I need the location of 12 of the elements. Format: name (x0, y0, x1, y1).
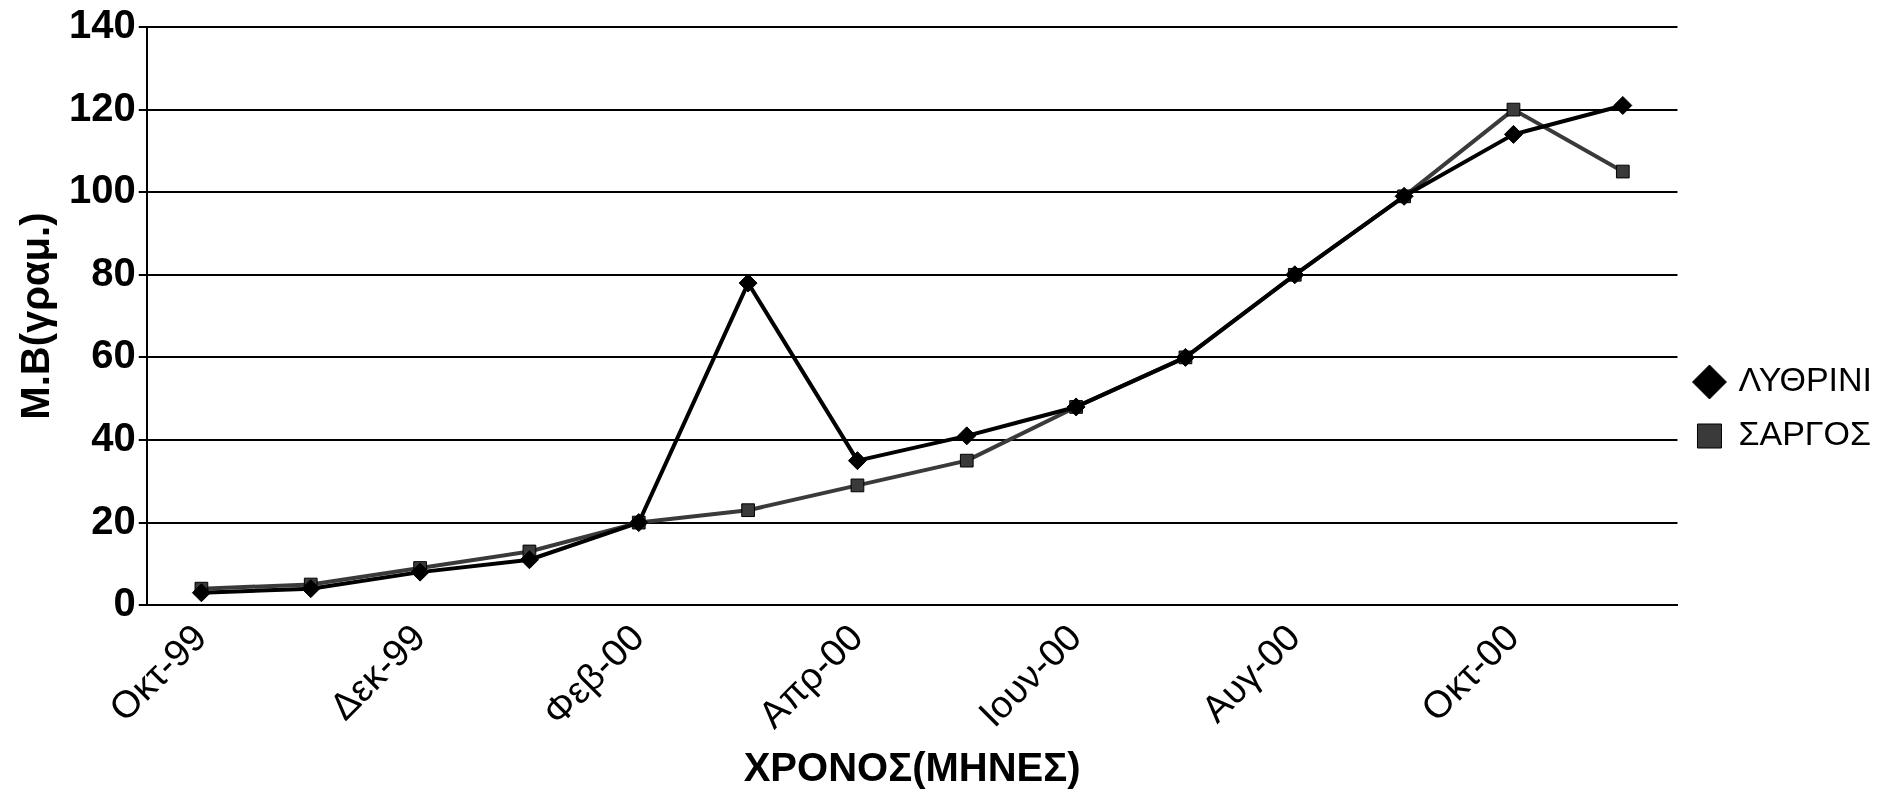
legend-label: ΛΥΘΡΙΝΙ (1738, 360, 1872, 399)
y-tick-label: 20 (91, 497, 136, 542)
legend-label: ΣΑΡΓΟΣ (1738, 414, 1872, 453)
y-tick-label: 140 (68, 2, 136, 47)
y-tick-label: 80 (91, 249, 136, 294)
y-tick-label: 120 (68, 84, 136, 129)
y-tick-label: 60 (91, 332, 136, 377)
y-tick-label: 100 (68, 167, 136, 212)
y-axis-title: Μ.Β(γραμ.) (13, 212, 58, 420)
y-tick-label: 0 (113, 580, 136, 625)
y-tick-label: 40 (91, 415, 136, 460)
x-axis-title: ΧΡΟΝΟΣ(ΜΗΝΕΣ) (743, 745, 1081, 790)
